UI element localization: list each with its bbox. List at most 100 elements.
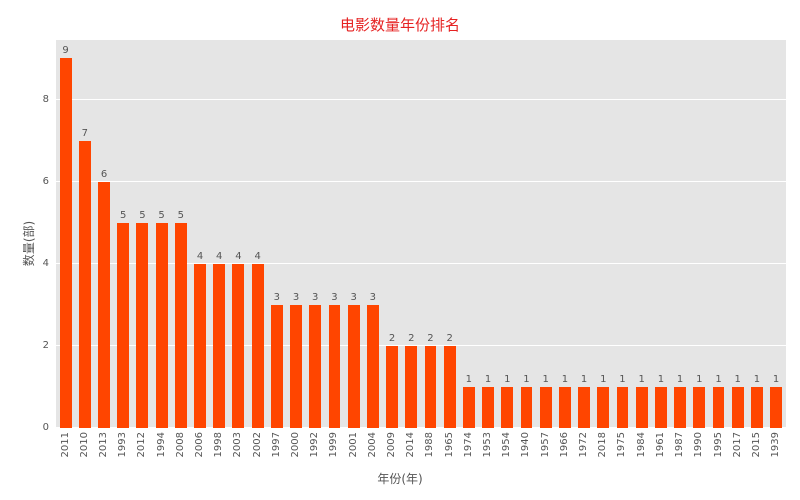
x-tick-slot: 1993 <box>114 432 133 457</box>
y-axis-label: 数量(部) <box>22 220 37 267</box>
bar-slot: 4 <box>248 40 267 428</box>
bar <box>654 386 667 428</box>
bar-value-label: 2 <box>388 332 396 344</box>
x-tick-label: 1998 <box>213 432 225 458</box>
x-tick-label: 2018 <box>597 432 609 458</box>
bar-value-label: 4 <box>254 250 261 262</box>
x-tick-slot: 2000 <box>286 432 305 457</box>
x-tick-label: 1975 <box>616 432 628 458</box>
x-tick-slot: 1987 <box>671 432 690 457</box>
bar-slot: 2 <box>382 40 401 428</box>
gridline <box>56 427 786 428</box>
bar-slot: 1 <box>574 40 593 428</box>
bar-slot: 6 <box>94 40 113 428</box>
x-axis-label: 年份(年) <box>377 472 423 486</box>
bar-value-label: 2 <box>446 332 453 344</box>
bar-slot: 5 <box>133 40 152 428</box>
x-tick-slot: 2009 <box>382 432 401 457</box>
bar <box>482 386 495 428</box>
x-tick-slot: 1992 <box>306 432 325 457</box>
bar <box>366 304 379 428</box>
bar-value-label: 4 <box>235 250 242 262</box>
bar <box>462 386 475 428</box>
bar-slot: 3 <box>325 40 344 428</box>
bar-value-label: 1 <box>696 373 703 385</box>
gridline <box>56 98 786 100</box>
x-ticks: 2011 2010 2013 1993 2012 1994 2008 2006 1998 2003… <box>56 428 786 470</box>
bar <box>136 222 149 428</box>
bar-value-label: 1 <box>676 373 684 385</box>
bar-slot: 1 <box>709 40 728 428</box>
bar-value-label: 1 <box>484 373 492 385</box>
x-tick-label: 2013 <box>98 432 109 458</box>
x-tick-label: 2012 <box>136 432 148 458</box>
bar-slot: 1 <box>728 40 747 428</box>
x-tick-label: 2002 <box>251 432 263 458</box>
x-tick-slot: 1997 <box>267 432 286 457</box>
bar-value-label: 6 <box>100 168 108 180</box>
gridline <box>56 262 786 264</box>
x-tick-label: 1966 <box>558 432 570 458</box>
x-tick-slot: 2011 <box>56 432 75 457</box>
bar-slot: 3 <box>344 40 363 428</box>
bar <box>520 386 533 428</box>
bar <box>597 386 610 428</box>
x-tick-slot: 1966 <box>555 432 574 457</box>
x-tick-slot: 2015 <box>747 432 766 457</box>
x-tick-label: 1965 <box>443 432 455 458</box>
bar <box>232 263 245 428</box>
x-tick-label: 1972 <box>578 432 590 458</box>
bar-slot: 2 <box>402 40 421 428</box>
x-tick-label: 1992 <box>309 432 321 458</box>
x-tick-slot: 1961 <box>651 432 670 457</box>
x-tick-slot: 1998 <box>210 432 229 457</box>
bar-value-label: 3 <box>292 291 300 303</box>
bar <box>405 345 418 428</box>
bar <box>174 222 187 428</box>
bar-value-label: 1 <box>504 373 511 385</box>
bar-value-label: 9 <box>62 45 69 57</box>
bar <box>712 386 725 428</box>
x-tick-slot: 2014 <box>402 432 421 457</box>
bar <box>59 58 72 428</box>
bar <box>347 304 360 428</box>
bar-slot: 1 <box>555 40 574 428</box>
x-tick-label: 2004 <box>366 432 378 458</box>
x-tick-slot: 2018 <box>594 432 613 457</box>
gridline <box>56 180 786 182</box>
x-tick-label: 2008 <box>174 432 186 458</box>
bar <box>270 304 283 428</box>
y-tick-label: 4 <box>42 257 49 269</box>
bar <box>251 263 264 428</box>
bar-value-label: 1 <box>561 373 569 385</box>
bar <box>98 181 110 428</box>
bar-value-label: 2 <box>408 332 415 344</box>
bar-slot: 3 <box>306 40 325 428</box>
bar-slot: 1 <box>690 40 709 428</box>
x-tick-label: 2003 <box>232 432 244 458</box>
x-tick-label: 1974 <box>462 432 474 458</box>
x-tick-label: 1994 <box>155 432 167 458</box>
x-tick-slot: 1965 <box>440 432 459 457</box>
x-tick-slot: 2013 <box>94 432 113 457</box>
x-tick-slot: 1974 <box>459 432 478 457</box>
bar-value-label: 4 <box>196 250 204 262</box>
bar-slot: 1 <box>459 40 478 428</box>
bar-value-label: 2 <box>427 332 434 344</box>
bar-slot: 1 <box>478 40 497 428</box>
bar-value-label: 1 <box>734 373 741 385</box>
bar-value-label: 1 <box>465 373 473 385</box>
bar <box>290 304 302 428</box>
x-tick-label: 1990 <box>693 432 705 458</box>
bar-value-label: 1 <box>523 373 530 385</box>
bar-slot: 1 <box>536 40 555 428</box>
x-tick-label: 1984 <box>635 432 647 458</box>
bar <box>750 386 763 428</box>
bar <box>443 345 456 428</box>
x-tick-label: 2010 <box>78 432 90 458</box>
bar <box>194 263 206 428</box>
chart-title: 电影数量年份排名 <box>339 16 460 34</box>
x-tick-label: 2009 <box>386 432 398 458</box>
x-tick-label: 2006 <box>194 432 206 458</box>
